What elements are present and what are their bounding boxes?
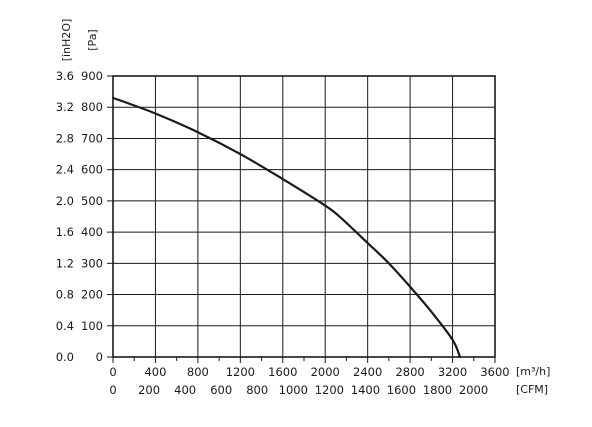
series-line [111, 96, 462, 359]
x-tick-label-m3h: 2400 [353, 365, 382, 379]
y-tick-label-pa: 0 [96, 350, 103, 364]
tick-marks [107, 75, 496, 363]
plot-frame [112, 75, 496, 358]
y-tick-label-pa: 400 [81, 225, 103, 239]
x-tick-label-m3h: 800 [187, 365, 209, 379]
y-tick-label-inh2o: 0.0 [56, 350, 74, 364]
y-tick-label-pa: 100 [81, 319, 103, 333]
y-tick-label-pa: 200 [81, 288, 103, 302]
x-tick-label-cfm: 2000 [459, 383, 488, 397]
x-tick-label-cfm: 1400 [351, 383, 380, 397]
y-tick-label-pa: 300 [81, 256, 103, 270]
x-tick-label-cfm: 1800 [423, 383, 452, 397]
x-tick-label-cfm: 600 [210, 383, 232, 397]
y-tick-label-inh2o: 0.8 [56, 288, 74, 302]
y-tick-label-inh2o: 1.6 [56, 225, 74, 239]
x-tick-label-m3h: 2800 [395, 365, 424, 379]
x-tick-label-cfm: 800 [246, 383, 268, 397]
y-tick-label-inh2o: 2.4 [56, 163, 74, 177]
x-tick-label-m3h: 3200 [438, 365, 467, 379]
x-tick-label-m3h: 1200 [226, 365, 255, 379]
x-tick-label-cfm: 200 [138, 383, 160, 397]
x-tick-label-cfm: 1200 [315, 383, 344, 397]
y-tick-label-pa: 900 [81, 69, 103, 83]
x-tick-label-cfm: 1000 [279, 383, 308, 397]
x-tick-label-cfm: 0 [109, 383, 116, 397]
y-secondary-unit-label: [inH2O] [60, 19, 73, 62]
y-tick-label-pa: 700 [81, 131, 103, 145]
y-tick-label-inh2o: 1.2 [56, 256, 74, 270]
y-tick-label-inh2o: 0.4 [56, 319, 74, 333]
x-tick-label-m3h: 2000 [311, 365, 340, 379]
x-tick-label-cfm: 400 [174, 383, 196, 397]
x-tick-label-m3h: 3600 [480, 365, 509, 379]
y-primary-unit-label: [Pa] [86, 29, 99, 50]
x-tick-label-cfm: 1600 [387, 383, 416, 397]
y-tick-label-inh2o: 3.6 [56, 69, 74, 83]
grid-lines [113, 76, 495, 357]
x-primary-unit-label: [m³/h] [516, 365, 550, 378]
y-tick-label-pa: 800 [81, 100, 103, 114]
y-tick-label-inh2o: 2.8 [56, 131, 74, 145]
tick-labels: 0 100 200 300 400 500 600 700 800 900 0.0 0.4 0.8 1.2… [56, 69, 510, 397]
y-tick-label-pa: 500 [81, 194, 103, 208]
y-tick-label-inh2o: 2.0 [56, 194, 74, 208]
x-tick-label-m3h: 0 [109, 365, 116, 379]
y-tick-label-pa: 600 [81, 163, 103, 177]
y-tick-label-inh2o: 3.2 [56, 100, 74, 114]
x-tick-label-m3h: 400 [144, 365, 166, 379]
x-secondary-unit-label: [CFM] [516, 383, 548, 396]
x-tick-label-m3h: 1600 [268, 365, 297, 379]
series-layer [111, 96, 462, 359]
